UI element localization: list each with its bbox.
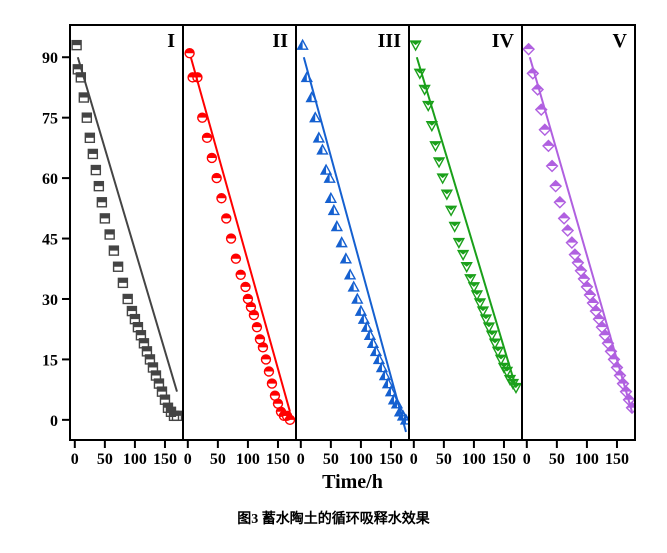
svg-text:150: 150 [605, 451, 629, 468]
panel-label: II [272, 30, 288, 52]
x-axis-label: Time/h [322, 471, 383, 490]
svg-text:150: 150 [153, 451, 177, 468]
panel-label: V [613, 30, 628, 52]
figure-container: 0 15 30 45 60 75 90 0 50 100 150 I 0 50 100 150 II 0 50 100… [10, 10, 657, 528]
svg-text:50: 50 [97, 451, 113, 468]
svg-text:45: 45 [42, 232, 58, 249]
svg-text:0: 0 [184, 451, 192, 468]
svg-text:150: 150 [266, 451, 290, 468]
svg-text:50: 50 [549, 451, 565, 468]
svg-text:100: 100 [462, 451, 486, 468]
svg-text:100: 100 [349, 451, 373, 468]
svg-text:0: 0 [523, 451, 531, 468]
svg-text:0: 0 [410, 451, 418, 468]
svg-text:15: 15 [42, 352, 58, 369]
svg-text:50: 50 [436, 451, 452, 468]
svg-text:100: 100 [236, 451, 260, 468]
svg-text:150: 150 [492, 451, 516, 468]
panel-label: I [167, 30, 175, 52]
svg-text:150: 150 [379, 451, 403, 468]
svg-text:50: 50 [210, 451, 226, 468]
svg-text:0: 0 [297, 451, 305, 468]
svg-text:75: 75 [42, 111, 58, 128]
panel-label: IV [492, 30, 515, 52]
figure-caption: 图3 蓄水陶土的循环吸释水效果 [10, 508, 657, 528]
svg-text:60: 60 [42, 171, 58, 188]
svg-text:30: 30 [42, 292, 58, 309]
svg-text:50: 50 [323, 451, 339, 468]
svg-text:90: 90 [42, 50, 58, 67]
water-clay-chart: 0 15 30 45 60 75 90 0 50 100 150 I 0 50 100 150 II 0 50 100… [10, 10, 657, 490]
svg-text:100: 100 [123, 451, 147, 468]
svg-text:0: 0 [71, 451, 79, 468]
panel-label: III [378, 30, 402, 52]
svg-text:100: 100 [575, 451, 599, 468]
svg-text:0: 0 [50, 413, 58, 430]
